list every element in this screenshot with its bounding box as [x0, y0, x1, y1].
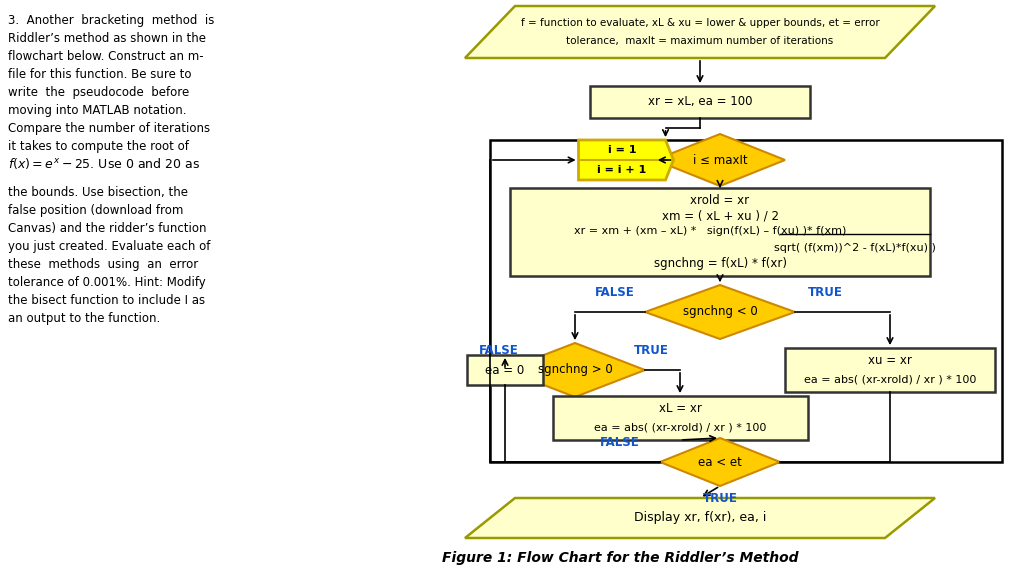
Text: Display xr, f(xr), ea, i: Display xr, f(xr), ea, i [634, 512, 766, 524]
Bar [553, 396, 808, 440]
Text: TRUE: TRUE [808, 285, 843, 299]
Text: ea = abs( (xr-xrold) / xr ) * 100: ea = abs( (xr-xrold) / xr ) * 100 [804, 375, 976, 385]
Text: the bounds. Use bisection, the: the bounds. Use bisection, the [8, 186, 188, 199]
Text: flowchart below. Construct an m-: flowchart below. Construct an m- [8, 50, 204, 63]
Text: i ≤ maxIt: i ≤ maxIt [692, 154, 748, 166]
Polygon shape [660, 438, 780, 486]
Polygon shape [645, 285, 795, 339]
Bar [467, 355, 543, 385]
Polygon shape [655, 134, 785, 186]
Text: sgnchng = f(xL) * f(xr): sgnchng = f(xL) * f(xr) [653, 258, 786, 270]
Text: FALSE: FALSE [600, 436, 640, 448]
Text: the bisect function to include I as: the bisect function to include I as [8, 294, 205, 307]
Text: false position (download from: false position (download from [8, 204, 183, 217]
Text: tolerance,  maxIt = maximum number of iterations: tolerance, maxIt = maximum number of ite… [566, 36, 834, 46]
Bar [590, 86, 810, 118]
Text: xr = xL, ea = 100: xr = xL, ea = 100 [648, 96, 753, 108]
Text: i = 1: i = 1 [608, 145, 636, 155]
Text: xu = xr: xu = xr [868, 353, 912, 367]
Polygon shape [505, 343, 645, 397]
Text: write  the  pseudocode  before: write the pseudocode before [8, 86, 189, 99]
Text: TRUE: TRUE [634, 343, 669, 357]
Text: f = function to evaluate, xL & xu = lower & upper bounds, et = error: f = function to evaluate, xL & xu = lowe… [520, 18, 880, 28]
Text: Riddler’s method as shown in the: Riddler’s method as shown in the [8, 32, 206, 45]
Text: sgnchng < 0: sgnchng < 0 [683, 306, 758, 318]
Text: i = i + 1: i = i + 1 [597, 165, 646, 175]
Text: Canvas) and the ridder’s function: Canvas) and the ridder’s function [8, 222, 207, 235]
Text: Figure 1: Flow Chart for the Riddler’s Method: Figure 1: Flow Chart for the Riddler’s M… [441, 551, 799, 565]
Text: xr = xm + (xm – xL) *   sign(f(xL) – f(xu) )* f(xm): xr = xm + (xm – xL) * sign(f(xL) – f(xu)… [573, 226, 846, 236]
Text: it takes to compute the root of: it takes to compute the root of [8, 140, 188, 153]
Text: xL = xr: xL = xr [658, 401, 701, 415]
Text: you just created. Evaluate each of: you just created. Evaluate each of [8, 240, 210, 253]
Text: file for this function. Be sure to: file for this function. Be sure to [8, 68, 191, 81]
Text: sgnchng > 0: sgnchng > 0 [538, 364, 612, 376]
Text: ea = abs( (xr-xrold) / xr ) * 100: ea = abs( (xr-xrold) / xr ) * 100 [594, 423, 766, 433]
Polygon shape [579, 140, 674, 180]
Text: moving into MATLAB notation.: moving into MATLAB notation. [8, 104, 186, 117]
Text: xm = ( xL + xu ) / 2: xm = ( xL + xu ) / 2 [662, 209, 778, 223]
Bar [510, 188, 930, 276]
Polygon shape [465, 6, 935, 58]
Text: $f(x) = e^x - 25$. Use 0 and 20 as: $f(x) = e^x - 25$. Use 0 and 20 as [8, 156, 200, 171]
Text: FALSE: FALSE [479, 343, 519, 357]
Bar [490, 140, 1002, 462]
Text: an output to the function.: an output to the function. [8, 312, 160, 325]
Text: xrold = xr: xrold = xr [690, 194, 750, 206]
Text: ea < et: ea < et [698, 455, 742, 469]
Text: these  methods  using  an  error: these methods using an error [8, 258, 199, 271]
Text: FALSE: FALSE [595, 285, 635, 299]
Text: 3.  Another  bracketing  method  is: 3. Another bracketing method is [8, 14, 214, 27]
Text: tolerance of 0.001%. Hint: Modify: tolerance of 0.001%. Hint: Modify [8, 276, 206, 289]
Text: TRUE: TRUE [702, 491, 737, 505]
Text: ea = 0: ea = 0 [485, 364, 524, 376]
Text: Compare the number of iterations: Compare the number of iterations [8, 122, 210, 135]
Text: sqrt( (f(xm))^2 - f(xL)*f(xu) ): sqrt( (f(xm))^2 - f(xL)*f(xu) ) [774, 243, 936, 253]
Polygon shape [465, 498, 935, 538]
Bar [785, 348, 995, 392]
